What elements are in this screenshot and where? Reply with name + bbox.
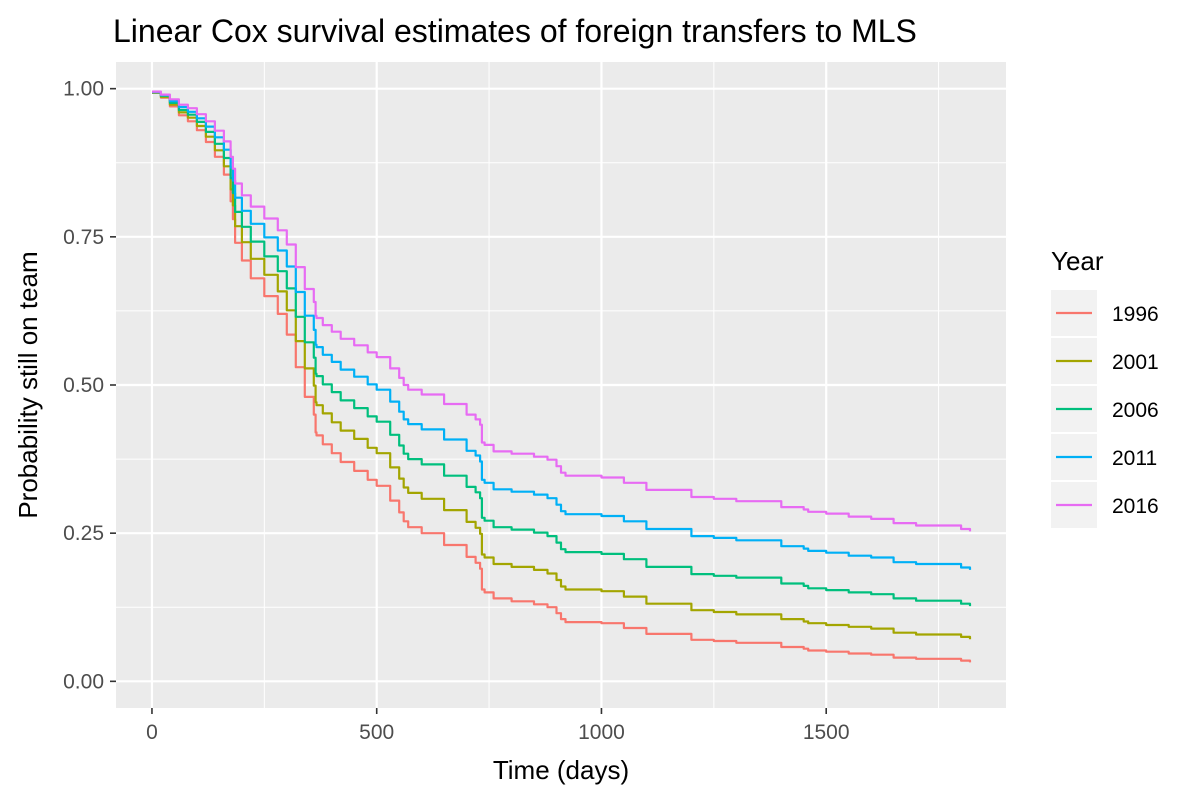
legend: Year 1996 2001 2006 2011 2016 [1051,246,1159,528]
y-axis-ticks: 0.00 0.25 0.50 0.75 1.00 [63,78,116,693]
x-tick-label: 0 [146,721,158,744]
legend-items: 1996 2001 2006 2011 2016 [1051,290,1159,528]
y-tick-label: 1.00 [63,78,104,101]
x-axis-ticks: 0 500 1000 1500 [146,708,850,744]
legend-item-2006: 2006 [1051,386,1159,432]
legend-item-2011: 2011 [1051,434,1157,480]
legend-label: 2016 [1112,495,1159,518]
series-line-2006 [152,91,972,607]
x-tick-label: 500 [359,721,394,744]
series-line-2001 [152,91,972,640]
legend-item-2016: 2016 [1051,482,1159,528]
x-tick-label: 1000 [578,721,625,744]
y-tick-label: 0.75 [63,226,104,249]
series-line-1996 [152,91,972,663]
series-line-2016 [152,90,972,532]
y-tick-label: 0.50 [63,374,104,397]
x-axis-title: Time (days) [493,755,629,785]
series-lines [152,90,972,663]
legend-item-1996: 1996 [1051,290,1159,336]
legend-label: 2011 [1112,447,1157,470]
x-tick-label: 1500 [803,721,850,744]
legend-item-2001: 2001 [1051,338,1159,384]
legend-title: Year [1051,246,1104,276]
y-tick-label: 0.25 [63,522,104,545]
series-line-2011 [152,91,972,570]
legend-label: 2001 [1112,351,1159,374]
y-axis-title: Probability still on team [13,251,43,518]
legend-label: 2006 [1112,399,1159,422]
legend-label: 1996 [1112,303,1159,326]
chart-title: Linear Cox survival estimates of foreign… [113,13,917,49]
y-tick-label: 0.00 [63,670,104,693]
